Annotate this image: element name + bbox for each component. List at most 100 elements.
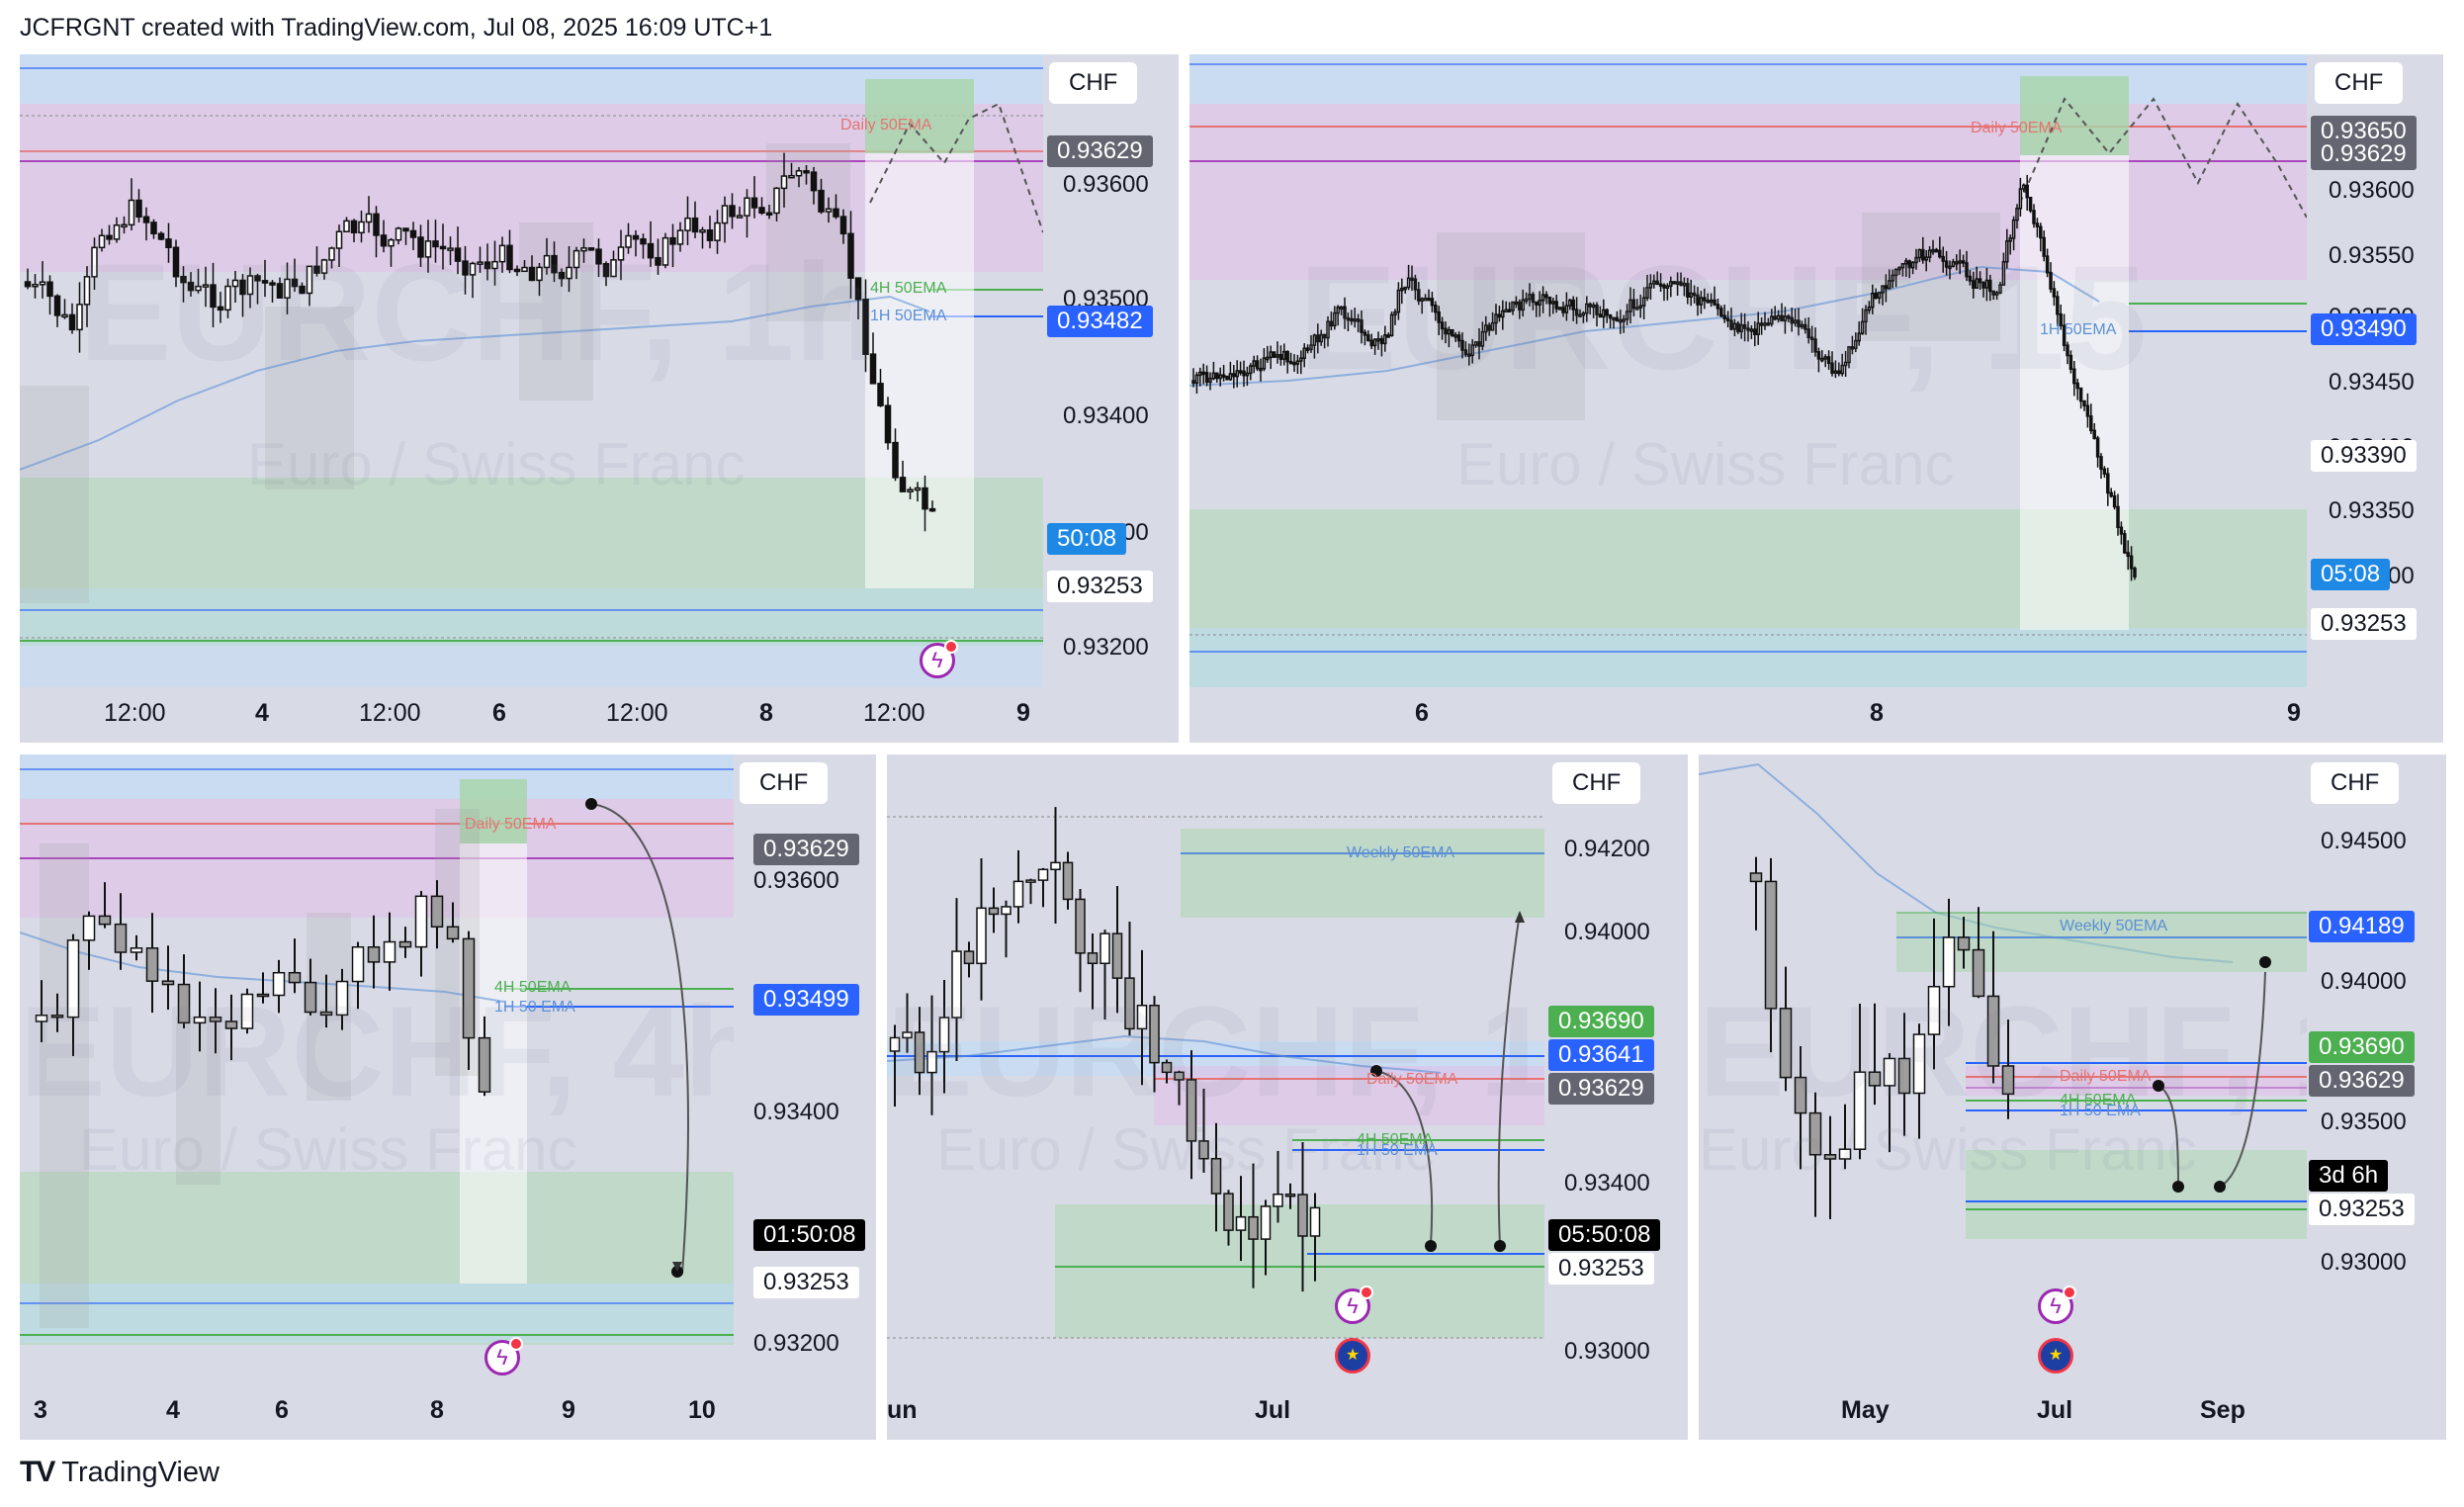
event-icon[interactable]: ϟ	[1335, 1285, 1373, 1324]
candle-body	[551, 254, 558, 274]
price-scale[interactable]: CHF 0.94500 0.94000 0.93500 0.93000 0.94…	[2307, 754, 2446, 1440]
candle-body	[224, 285, 231, 311]
time-axis[interactable]: 6 8 9	[1189, 687, 2443, 743]
chart-panel-4h[interactable]: EURCHF, 4h Euro / Swiss Franc Daily 50EM…	[20, 754, 876, 1440]
candle-body	[1319, 333, 1323, 343]
candle-body	[2045, 255, 2050, 274]
currency-button[interactable]: CHF	[2315, 62, 2404, 104]
chart-panel-15m[interactable]: EURCHF, 15 Euro / Swiss Franc Daily 50EM…	[1189, 54, 2443, 743]
candle-body	[1322, 333, 1327, 339]
time-axis[interactable]: 12:00 4 12:00 6 12:00 8 12:00 9	[20, 687, 1179, 743]
time-axis[interactable]: May Jul Sep	[1699, 1384, 2446, 1440]
candle-body	[113, 223, 121, 240]
time-label: Jul	[1255, 1396, 1291, 1424]
candle-body	[1912, 1033, 1926, 1095]
price-scale[interactable]: CHF 0.93600 0.93400 0.93200 0.93629 0.93…	[734, 754, 876, 1440]
candle-body	[714, 222, 721, 241]
candle-body	[1729, 319, 1733, 330]
candle-body	[1554, 301, 1558, 310]
chart-panel-1h[interactable]: EURCHF, 1h Euro / Swiss Franc Daily 50EM…	[20, 54, 1179, 743]
candle-body	[877, 383, 884, 406]
candle-body	[669, 236, 676, 245]
candle-body	[98, 234, 106, 249]
currency-button[interactable]: CHF	[1049, 62, 1138, 104]
candle-body	[367, 945, 381, 963]
candle-body	[239, 279, 246, 296]
time-axis[interactable]: un Jul	[887, 1384, 1688, 1440]
candle-body	[82, 915, 96, 941]
candle-body	[1662, 284, 1666, 289]
candle-body	[928, 507, 936, 512]
candle-body	[1888, 280, 1892, 290]
candle-body	[299, 285, 306, 295]
candle-body	[432, 240, 439, 248]
event-icon[interactable]: ϟ	[2038, 1285, 2076, 1324]
candle-body	[83, 276, 91, 306]
candle-body	[610, 259, 617, 278]
candle-body	[1339, 306, 1344, 310]
candle-body	[1605, 309, 1609, 316]
candle-body	[1511, 301, 1515, 311]
ema-label-4h: 4H 50EMA	[494, 979, 572, 996]
candle-body	[1389, 313, 1394, 337]
candle-body	[1823, 1154, 1837, 1160]
time-label: 8	[1870, 699, 1884, 727]
candle-body	[780, 175, 788, 190]
currency-button[interactable]: CHF	[2311, 762, 2400, 804]
ema-label-4h: 4H 50EMA	[1357, 1131, 1434, 1148]
chart-panel-1w[interactable]: EURCHF, 1W Euro / Swiss Franc Weekly 50E…	[1699, 754, 2446, 1440]
candle-body	[1843, 361, 1848, 367]
candle-body	[938, 1017, 950, 1053]
currency-button[interactable]: CHF	[1552, 762, 1641, 804]
candle-body	[833, 208, 839, 218]
chart-canvas[interactable]	[887, 754, 1688, 1440]
event-icon[interactable]: ϟ	[920, 640, 958, 678]
tradingview-branding[interactable]: TV TradingView	[20, 1456, 220, 1489]
price-tick: 0.93400	[753, 1099, 839, 1125]
candle-body	[1907, 260, 1911, 269]
eu-flag-icon[interactable]: ★	[2038, 1338, 2073, 1374]
candle-body	[1282, 350, 1286, 360]
chart-canvas[interactable]	[1699, 754, 2446, 1440]
candle-body	[1198, 1140, 1209, 1160]
event-icon[interactable]: ϟ	[484, 1337, 523, 1375]
candle-body	[1793, 319, 1798, 324]
candle-body	[788, 174, 795, 179]
candle-body	[1208, 377, 1212, 384]
price-scale[interactable]: CHF 0.93600 0.93500 0.93400 0.93300 0.93…	[1043, 54, 1179, 743]
candle-body	[1871, 293, 1875, 309]
candle-body	[1249, 365, 1253, 375]
price-tick: 0.93400	[1063, 402, 1149, 429]
chart-canvas[interactable]	[1189, 54, 2443, 743]
candle-body	[1111, 932, 1123, 979]
time-label: un	[887, 1396, 918, 1424]
candle-body	[1266, 356, 1270, 361]
price-scale[interactable]: CHF 0.94200 0.94000 0.93400 0.93000 0.93…	[1544, 754, 1688, 1440]
currency-button[interactable]: CHF	[740, 762, 829, 804]
price-tick: 0.94200	[1564, 836, 1650, 862]
price-tick: 0.94500	[2321, 828, 2407, 854]
chart-canvas[interactable]	[20, 54, 1179, 743]
candle-body	[1981, 281, 1985, 289]
chart-canvas[interactable]	[20, 754, 876, 1440]
candle-body	[498, 244, 506, 263]
candle-body	[1682, 283, 1687, 287]
candle-body	[1984, 279, 1989, 289]
candle-body	[1713, 299, 1716, 306]
ema-label-daily: Daily 50EMA	[465, 816, 557, 833]
candle-body	[1998, 284, 2002, 294]
eu-flag-icon[interactable]: ★	[1335, 1338, 1370, 1374]
chart-panel-1d[interactable]: EURCHF, 1D Euro / Swiss Franc Weekly 50E…	[887, 754, 1688, 1440]
candle-body	[2042, 236, 2046, 257]
candle-body	[1360, 319, 1364, 333]
ema-label-daily: Daily 50EMA	[840, 117, 932, 133]
candle-body	[1356, 318, 1361, 322]
candle-body	[2049, 271, 2053, 290]
price-tick: 0.94000	[1564, 919, 1650, 945]
tradingview-logo-icon: TV	[20, 1456, 55, 1488]
time-axis[interactable]: 3 4 6 8 9 10	[20, 1384, 876, 1440]
time-label: 4	[255, 699, 269, 727]
time-label: 12:00	[359, 699, 421, 727]
price-scale[interactable]: CHF 0.93600 0.93550 0.93500 0.93450 0.93…	[2307, 54, 2443, 743]
candle-body	[818, 189, 825, 213]
